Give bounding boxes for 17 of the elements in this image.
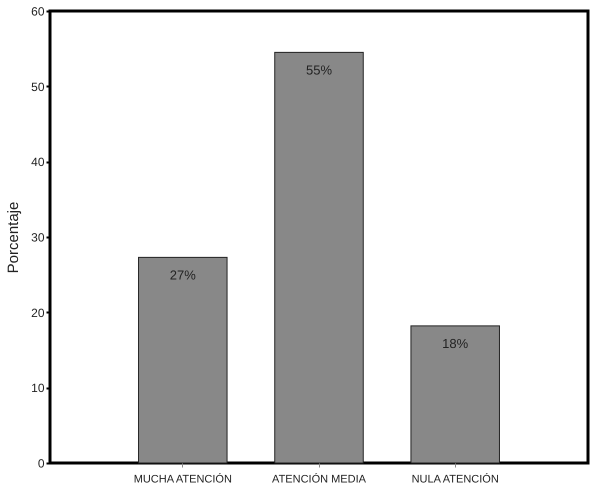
y-tick-label: 0 [38, 456, 45, 470]
x-tick-label: ATENCIÓN MEDIA [272, 472, 367, 486]
data-label: 18% [442, 336, 469, 351]
y-tick-label: 10 [31, 381, 45, 396]
bar [410, 325, 500, 464]
bar [138, 256, 228, 464]
y-tick-label: 40 [31, 155, 45, 170]
bar [274, 52, 364, 464]
data-label: 55% [306, 62, 332, 78]
y-tick-label: 60 [31, 4, 45, 18]
x-tick-label: NULA ATENCIÓN [412, 472, 499, 486]
data-label: 27% [170, 267, 196, 282]
y-tick-label: 50 [31, 80, 45, 94]
y-tick-label: 20 [31, 306, 45, 320]
y-tick-label: 30 [31, 230, 45, 244]
x-tick-label: MUCHA ATENCIÓN [134, 472, 232, 486]
y-axis-title: Porcentaje [5, 202, 22, 274]
